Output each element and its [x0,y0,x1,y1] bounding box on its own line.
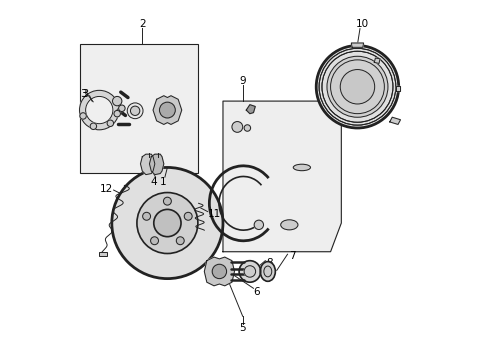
Ellipse shape [260,262,275,281]
Text: 5: 5 [239,323,245,333]
Circle shape [137,193,198,253]
Circle shape [176,237,184,245]
Text: 6: 6 [253,287,260,297]
Circle shape [107,120,113,126]
Circle shape [80,113,86,119]
Circle shape [127,103,142,119]
Circle shape [114,111,120,117]
Circle shape [150,237,158,245]
Polygon shape [351,43,363,47]
Bar [80,44,198,173]
Circle shape [212,264,226,279]
Bar [99,252,107,256]
Circle shape [244,266,255,277]
Text: 7: 7 [289,251,296,261]
Circle shape [340,69,374,104]
Polygon shape [373,58,379,63]
Circle shape [244,125,250,131]
Text: 4: 4 [150,177,157,187]
Circle shape [112,167,223,279]
Circle shape [112,96,122,106]
Circle shape [85,96,113,124]
Circle shape [119,105,125,112]
Circle shape [316,45,398,128]
Text: 12: 12 [100,184,113,194]
Text: 8: 8 [266,258,272,268]
Circle shape [130,106,140,116]
Polygon shape [153,96,182,125]
Polygon shape [140,154,155,175]
Polygon shape [204,257,234,286]
Circle shape [254,220,263,229]
Circle shape [231,122,242,132]
Ellipse shape [264,266,271,277]
Circle shape [142,212,150,220]
Ellipse shape [293,164,310,171]
Text: 10: 10 [355,19,368,29]
Text: 1: 1 [159,177,166,187]
Text: 2: 2 [139,19,145,29]
Circle shape [328,58,386,116]
Text: 9: 9 [239,76,245,86]
Polygon shape [223,101,341,252]
Text: 3: 3 [81,89,88,99]
Text: 3: 3 [81,89,87,99]
Ellipse shape [280,220,297,230]
Circle shape [184,212,192,220]
Circle shape [153,210,181,237]
Polygon shape [246,105,255,114]
Circle shape [159,102,175,118]
Circle shape [163,197,171,205]
Polygon shape [149,154,163,175]
Text: 11: 11 [207,209,220,219]
Circle shape [90,123,97,130]
Polygon shape [389,117,400,125]
Polygon shape [395,86,400,91]
Circle shape [239,261,260,282]
Circle shape [80,90,119,130]
